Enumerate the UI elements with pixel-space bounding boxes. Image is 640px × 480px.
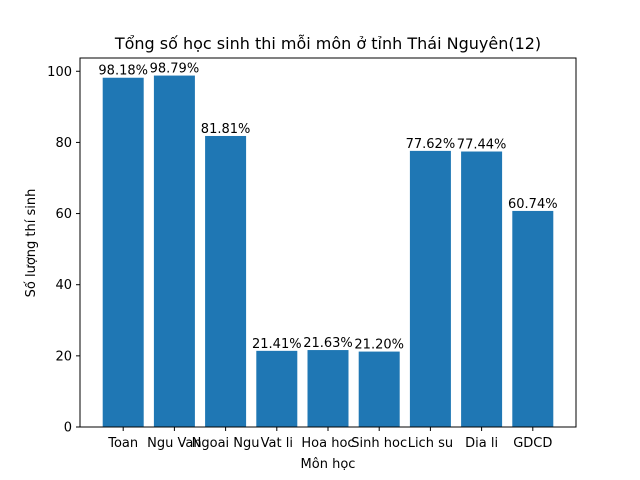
x-tick-label: Ngoai Ngu	[192, 436, 260, 451]
bar-ngu-van	[153, 75, 195, 427]
chart-title: Tổng số học sinh thi mỗi môn ở tỉnh Thái…	[114, 34, 541, 53]
bars-group	[102, 75, 554, 428]
y-tick-label: 0	[64, 421, 72, 436]
data-label-dia-li: 77.44%	[457, 138, 507, 153]
plot-area-frame	[79, 57, 577, 428]
data-label-hoa-hoc: 21.63%	[303, 336, 353, 351]
y-axis-label: Số lượng thí sinh	[24, 189, 39, 298]
data-label-ngoai-ngu: 81.81%	[201, 122, 251, 137]
x-tick-label: Dia li	[465, 436, 498, 451]
bar-gdcd	[512, 210, 554, 427]
x-tick-label: Hoa hoc	[301, 436, 354, 451]
bar-toan	[102, 77, 144, 428]
y-tick-label: 20	[55, 349, 72, 364]
bar-vat-li	[256, 350, 298, 427]
x-tick-label: Ngu Van	[147, 436, 201, 451]
bar-ngoai-ngu	[205, 135, 247, 428]
y-tick-label: 100	[47, 65, 72, 80]
x-tick-label: Sinh hoc	[351, 436, 407, 451]
y-tick-label: 80	[55, 136, 72, 151]
x-tick-label: GDCD	[513, 436, 552, 451]
data-label-vat-li: 21.41%	[252, 337, 302, 352]
bar-sinh-hoc	[358, 351, 400, 427]
data-labels-group: 98.18% 98.79% 81.81% 21.41% 21.63% 21.20% 77.6…	[98, 62, 557, 353]
bar-dia-li	[461, 151, 503, 427]
bar-lich-su	[409, 150, 451, 427]
x-axis-label: Môn học	[301, 457, 356, 472]
x-tick-label: Vat li	[261, 436, 293, 451]
data-label-gdcd: 60.74%	[508, 197, 558, 212]
x-tick-label: Lich su	[408, 436, 453, 451]
data-label-ngu-van: 98.79%	[150, 62, 200, 77]
data-label-lich-su: 77.62%	[406, 137, 456, 152]
y-tick-label: 60	[55, 207, 72, 222]
data-label-toan: 98.18%	[98, 64, 148, 79]
y-tick-label: 40	[55, 278, 72, 293]
x-tick-label: Toan	[107, 436, 138, 451]
y-axis-ticks: 0 20 40 60 80 100	[47, 65, 80, 436]
bar-hoa-hoc	[307, 350, 349, 427]
data-label-sinh-hoc: 21.20%	[354, 338, 404, 353]
